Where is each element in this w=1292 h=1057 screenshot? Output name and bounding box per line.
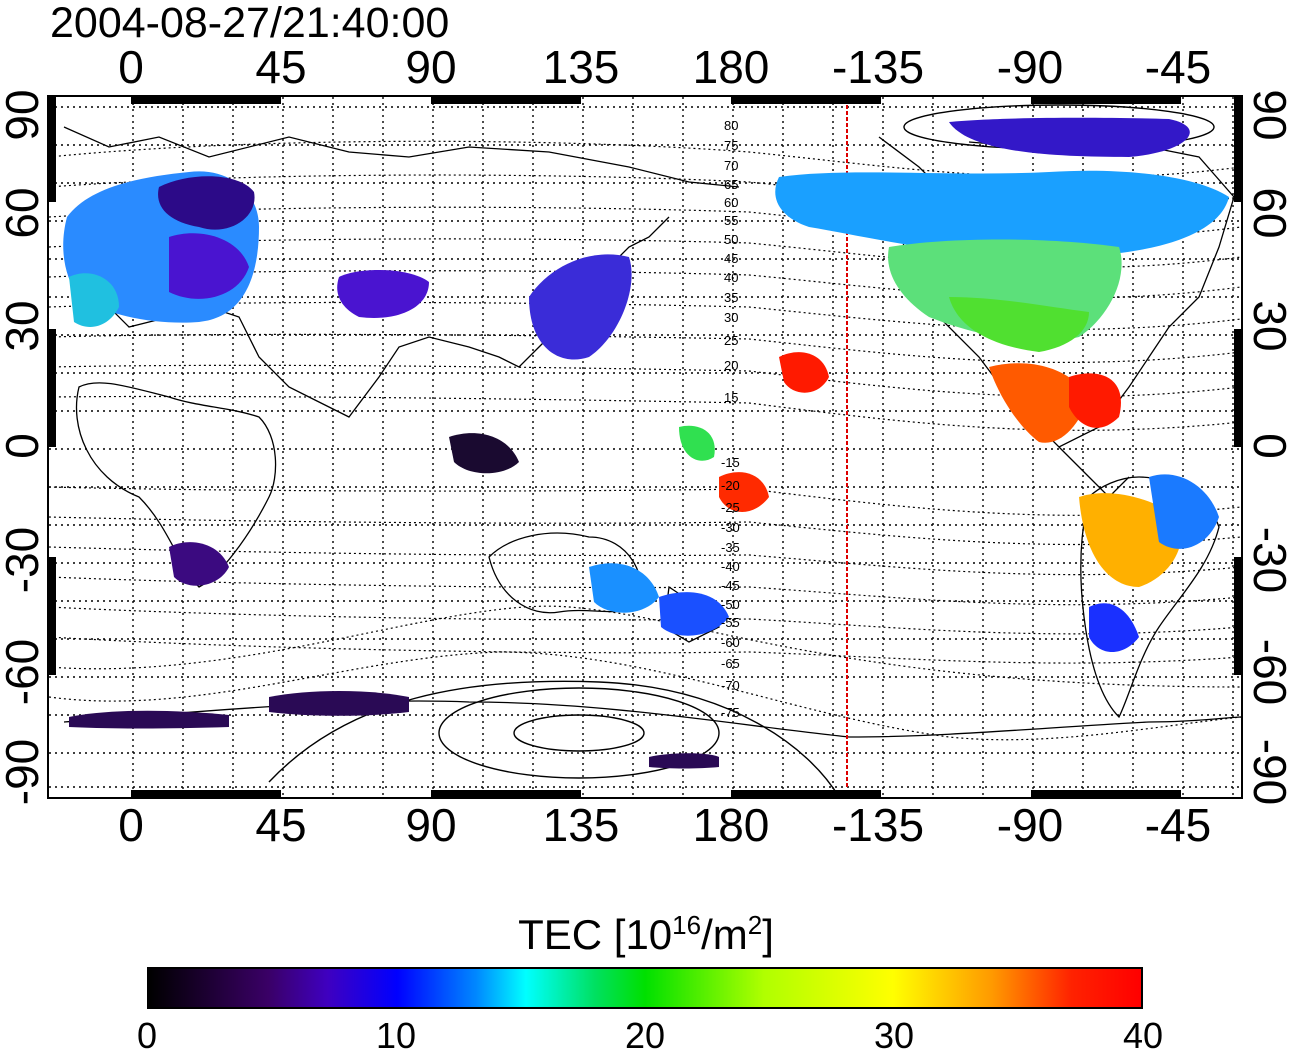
contour-label: 65 (724, 177, 738, 192)
contour-label: -55 (721, 615, 740, 630)
contour-label: 20 (724, 358, 738, 373)
tec-patch-argentina (1089, 603, 1139, 652)
left-lat-tick: 30 (0, 300, 48, 352)
contour-label: -45 (721, 578, 740, 593)
colorbar-tick: 0 (136, 1015, 158, 1056)
tec-patch-arctic (949, 117, 1190, 157)
contour-label: -20 (721, 478, 740, 493)
right-lat-tick: 90 (1244, 89, 1292, 141)
top-lon-tick: 90 (405, 41, 457, 93)
bottom-lon-tick: 0 (118, 799, 144, 851)
tec-patch-hawaii (779, 352, 829, 393)
contour-label: -15 (721, 455, 740, 470)
tec-colorbar (147, 967, 1143, 1009)
contour-label: -30 (721, 520, 740, 535)
tec-patch-central-europe (169, 233, 249, 299)
colorbar-title-unit-exponent: 2 (747, 910, 763, 940)
tec-patch-antarctic-west (69, 710, 229, 729)
contour-label: -40 (721, 559, 740, 574)
colorbar-title-unit: /m (701, 911, 748, 958)
tec-patch-caribbean (1069, 373, 1121, 428)
tec-map-canvas: 80 75 70 65 60 55 50 45 40 35 30 25 20 1… (49, 97, 1241, 797)
contour-label: 45 (724, 251, 738, 266)
contour-label: 40 (724, 270, 738, 285)
left-lat-tick: -30 (0, 526, 48, 594)
top-lon-tick: 180 (692, 41, 770, 93)
left-lat-tick: -60 (0, 638, 48, 706)
tec-patch-central-asia (337, 270, 429, 318)
colorbar-tick: 20 (624, 1015, 666, 1056)
colorbar-tick: 10 (375, 1015, 417, 1056)
tec-patch-canada (775, 170, 1229, 257)
tec-patch-mexico (989, 363, 1089, 443)
bottom-lon-tick: 90 (405, 799, 457, 851)
colorbar-title-text: TEC [10 (518, 911, 673, 958)
bottom-lon-tick: 45 (255, 799, 307, 851)
tec-observations (63, 117, 1229, 769)
tec-patch-indonesia (449, 433, 519, 474)
bottom-lon-tick: -90 (996, 799, 1064, 851)
left-lat-tick: 90 (0, 89, 48, 141)
right-lat-tick: 30 (1244, 300, 1292, 352)
tec-patch-east-asia (529, 254, 632, 360)
colorbar-tick: 40 (1122, 1015, 1164, 1056)
right-lat-tick: -30 (1244, 526, 1292, 594)
left-lat-tick: 0 (0, 433, 48, 459)
contour-label: 70 (724, 158, 738, 173)
right-lat-tick: -90 (1244, 738, 1292, 806)
contour-label: 50 (724, 232, 738, 247)
contour-label: -70 (721, 678, 740, 693)
contour-label: 60 (724, 195, 738, 210)
right-lat-tick: 0 (1244, 433, 1292, 459)
contour-label: 35 (724, 290, 738, 305)
tec-patch-pacific-red (719, 472, 769, 512)
contour-label: -35 (721, 540, 740, 555)
top-lon-tick: -45 (1144, 41, 1212, 93)
tec-patch-antarctic-mid (269, 691, 409, 716)
contour-label: 55 (724, 213, 738, 228)
right-lat-tick: 60 (1244, 187, 1292, 239)
top-lon-tick: -135 (831, 41, 925, 93)
colorbar-title: TEC [1016/m2] (0, 900, 1292, 960)
colorbar-title-close: ] (762, 911, 774, 958)
colorbar-tick: 30 (873, 1015, 915, 1056)
bottom-lon-tick: 135 (542, 799, 620, 851)
bottom-lon-tick: 180 (692, 799, 770, 851)
bottom-lon-tick: -135 (831, 799, 925, 851)
contour-label: 25 (724, 333, 738, 348)
left-lat-tick: 60 (0, 187, 48, 239)
right-lat-tick: -60 (1244, 638, 1292, 706)
tec-map: 80 75 70 65 60 55 50 45 40 35 30 25 20 1… (47, 95, 1243, 799)
contour-label: -75 (721, 705, 740, 720)
tec-patch-west-europe (69, 273, 119, 327)
contour-label: 80 (724, 118, 738, 133)
tec-patch-australia (589, 563, 659, 613)
contour-label: 15 (724, 390, 738, 405)
tec-patch-usa-south (949, 297, 1089, 352)
contour-label: 75 (724, 138, 738, 153)
bottom-lon-tick: -45 (1144, 799, 1212, 851)
contour-label: -65 (721, 656, 740, 671)
tec-patch-africa (169, 542, 229, 586)
contour-label: 30 (724, 310, 738, 325)
contour-label: -25 (721, 500, 740, 515)
tec-patch-antarctic-east (649, 753, 719, 769)
map-title: 2004-08-27/21:40:00 (50, 0, 450, 47)
tec-patch-pacific-green (679, 425, 715, 461)
contour-label: -60 (721, 635, 740, 650)
top-lon-tick: 0 (118, 41, 144, 93)
top-lon-tick: 45 (255, 41, 307, 93)
contour-label: -50 (721, 597, 740, 612)
top-lon-tick: -90 (996, 41, 1064, 93)
colorbar-title-exponent: 16 (672, 910, 702, 940)
tec-patch-brazil (1149, 474, 1219, 549)
contour-labels: 80 75 70 65 60 55 50 45 40 35 30 25 20 1… (721, 118, 740, 720)
top-lon-tick: 135 (542, 41, 620, 93)
tec-patch-scandinavia (158, 176, 255, 230)
left-lat-tick: -90 (0, 738, 48, 806)
tec-patch-nz (659, 592, 729, 636)
